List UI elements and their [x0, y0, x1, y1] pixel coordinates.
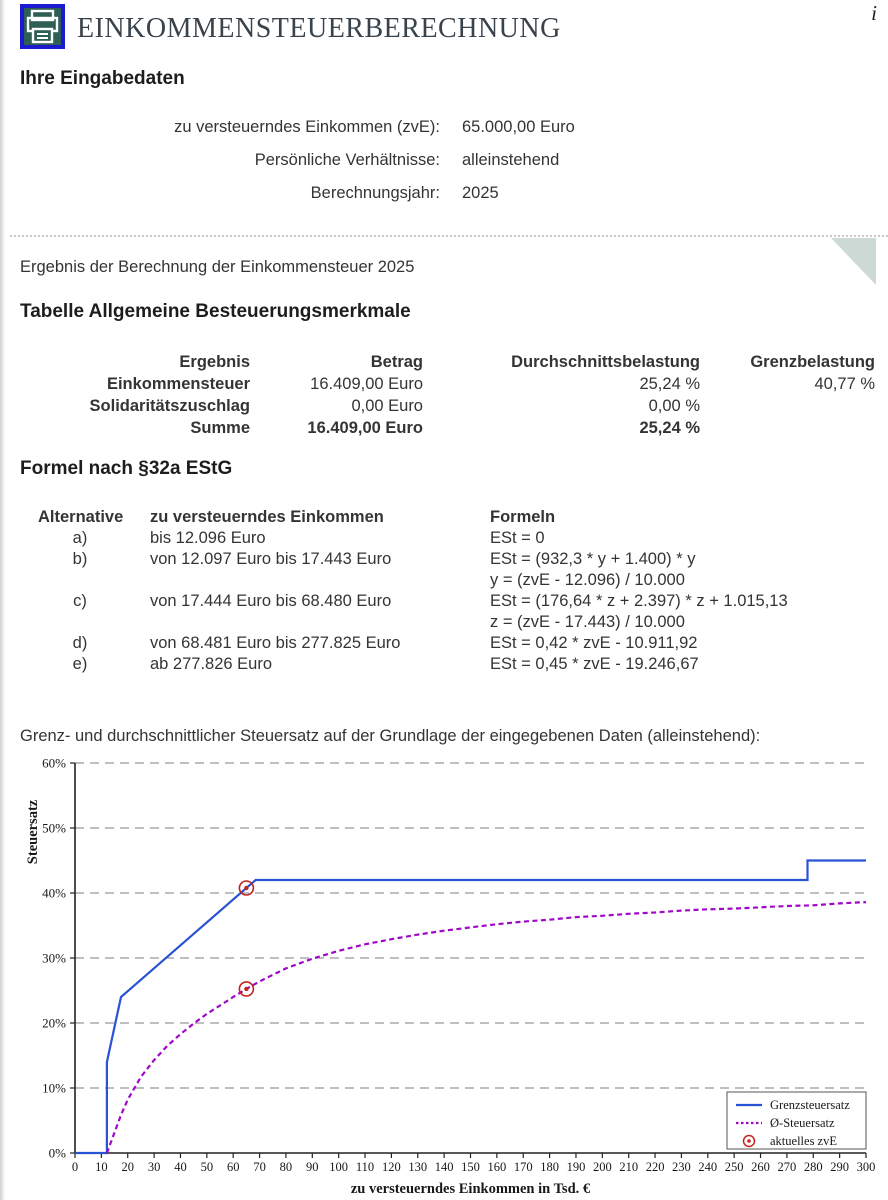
- current-zve-marker: [238, 981, 255, 997]
- info-corner-fold[interactable]: [831, 238, 876, 285]
- legend-label: Grenzsteuersatz: [770, 1098, 850, 1112]
- x-tick-label: 190: [567, 1160, 586, 1174]
- x-tick-label: 170: [514, 1160, 533, 1174]
- series-marginal-rate: [75, 859, 866, 1155]
- x-tick-label: 220: [646, 1160, 665, 1174]
- x-tick-label: 140: [435, 1160, 454, 1174]
- zve-label: zu versteuerndes Einkommen (zvE):: [174, 118, 440, 136]
- y-tick-label: 0%: [49, 1146, 67, 1161]
- x-tick-label: 210: [619, 1160, 638, 1174]
- y-axis-title: Steuersatz: [25, 799, 41, 864]
- formula-header-row: Alternative zu versteuerndes Einkommen F…: [38, 507, 868, 528]
- x-tick-label: 160: [487, 1160, 506, 1174]
- x-tick-label: 130: [408, 1160, 427, 1174]
- x-tick-label: 90: [306, 1160, 319, 1174]
- x-tick-label: 290: [830, 1160, 849, 1174]
- formula-row-c: c) von 17.444 Euro bis 68.480 Euro ESt =…: [73, 592, 788, 631]
- printer-icon[interactable]: [20, 4, 65, 54]
- input-data-list: zu versteuerndes Einkommen (zvE): 65.000…: [20, 117, 720, 216]
- col-durchschnittsbelastung: Durchschnittsbelastung: [511, 353, 700, 371]
- x-tick-label: 260: [751, 1160, 770, 1174]
- table-row-einkommensteuer: Einkommensteuer 16.409,00 Euro 25,24 % 4…: [106, 375, 875, 393]
- x-tick-label: 180: [540, 1160, 559, 1174]
- input-row-zve: zu versteuerndes Einkommen (zvE): 65.000…: [20, 117, 720, 150]
- col-alternative: Alternative: [38, 508, 124, 526]
- col-grenzbelastung: Grenzbelastung: [750, 353, 875, 371]
- input-section-heading: Ihre Eingabedaten: [20, 68, 185, 89]
- input-row-verhaeltnisse: Persönliche Verhältnisse: alleinstehend: [20, 150, 720, 183]
- formula-row-d: d) von 68.481 Euro bis 277.825 Euro ESt …: [72, 634, 698, 652]
- y-tick-label: 10%: [42, 1081, 66, 1096]
- section-divider: [10, 235, 888, 237]
- results-table: Ergebnis Betrag Durchschnittsbelastung G…: [0, 351, 875, 439]
- x-tick-label: 280: [804, 1160, 823, 1174]
- results-header-row: Ergebnis Betrag Durchschnittsbelastung G…: [0, 351, 875, 373]
- x-tick-label: 50: [201, 1160, 214, 1174]
- y-tick-label: 20%: [42, 1016, 66, 1031]
- x-tick-label: 30: [148, 1160, 161, 1174]
- info-icon[interactable]: i: [871, 1, 877, 25]
- x-tick-label: 40: [174, 1160, 187, 1174]
- verhaeltnisse-label: Persönliche Verhältnisse:: [254, 151, 440, 169]
- table-row-solidaritaetszuschlag: Solidaritätszuschlag 0,00 Euro 0,00 %: [89, 397, 700, 415]
- col-zve-range: zu versteuerndes Einkommen: [150, 508, 384, 526]
- y-tick-label: 30%: [42, 951, 66, 966]
- input-row-berechnungsjahr: Berechnungsjahr: 2025: [20, 183, 720, 216]
- y-tick-label: 40%: [42, 886, 66, 901]
- verhaeltnisse-value: alleinstehend: [462, 151, 560, 169]
- x-tick-label: 200: [593, 1160, 612, 1174]
- formula-row-b: b) von 12.097 Euro bis 17.443 Euro ESt =…: [72, 550, 696, 589]
- app-header: EINKOMMENSTEUERBERECHNUNG: [20, 4, 561, 54]
- y-tick-label: 60%: [42, 756, 66, 771]
- x-tick-label: 120: [382, 1160, 401, 1174]
- page-title: EINKOMMENSTEUERBERECHNUNG: [77, 13, 561, 44]
- x-tick-label: 270: [778, 1160, 797, 1174]
- result-intro: Ergebnis der Berechnung der Einkommenste…: [20, 258, 415, 276]
- x-tick-label: 230: [672, 1160, 691, 1174]
- x-axis-title: zu versteuerndes Einkommen in Tsd. €: [351, 1181, 591, 1197]
- legend-label: aktuelles zvE: [770, 1134, 837, 1148]
- formula-table: Alternative zu versteuerndes Einkommen F…: [38, 507, 868, 675]
- tax-rate-chart: 0% 10% 20% 30% 40% 50% 60% 0 10 20 30 40 50 60 70 80 90 1…: [25, 756, 876, 1198]
- x-tick-label: 250: [725, 1160, 744, 1174]
- formula-heading: Formel nach §32a EStG: [20, 458, 233, 479]
- col-betrag: Betrag: [370, 353, 423, 371]
- x-tick-label: 240: [698, 1160, 717, 1174]
- x-tick-label: 300: [857, 1160, 876, 1174]
- col-formeln: Formeln: [490, 508, 556, 526]
- formula-row-a: a) bis 12.096 Euro ESt = 0: [72, 529, 545, 547]
- zve-value: 65.000,00 Euro: [462, 118, 575, 136]
- berechnungsjahr-value: 2025: [462, 184, 499, 202]
- series-average-rate: [105, 901, 867, 1154]
- x-tick-label: 110: [356, 1160, 374, 1174]
- results-table-heading: Tabelle Allgemeine Besteuerungsmerkmale: [20, 301, 411, 322]
- berechnungsjahr-label: Berechnungsjahr:: [310, 184, 440, 202]
- x-tick-label: 80: [280, 1160, 293, 1174]
- chart-legend: [726, 1091, 867, 1150]
- current-zve-marker: [238, 880, 255, 896]
- y-tick-label: 50%: [42, 821, 66, 836]
- col-ergebnis: Ergebnis: [179, 353, 250, 371]
- page-edge: [0, 0, 5, 1200]
- x-tick-label: 60: [227, 1160, 240, 1174]
- formula-row-e: e) ab 277.826 Euro ESt = 0,45 * zvE - 19…: [72, 655, 699, 673]
- x-tick-label: 100: [329, 1160, 348, 1174]
- legend-label: Ø-Steuersatz: [770, 1116, 835, 1130]
- x-tick-label: 10: [95, 1160, 108, 1174]
- x-tick-label: 20: [121, 1160, 134, 1174]
- x-tick-label: 70: [253, 1160, 266, 1174]
- x-tick-label: 150: [461, 1160, 480, 1174]
- table-row-summe: Summe 16.409,00 Euro 25,24 %: [190, 419, 700, 437]
- x-tick-label: 0: [72, 1160, 78, 1174]
- chart-caption: Grenz- und durchschnittlicher Steuersatz…: [20, 727, 761, 745]
